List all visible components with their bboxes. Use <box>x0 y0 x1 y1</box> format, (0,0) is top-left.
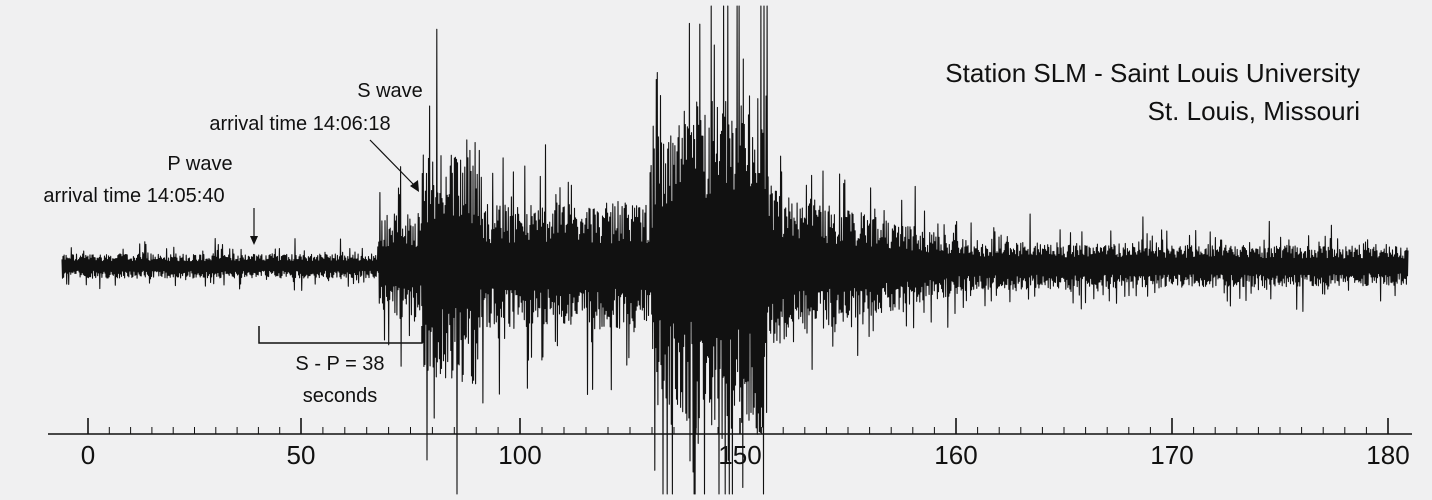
time-axis: 0 50 100 150 160 170 180 <box>48 418 1412 470</box>
station-title: Station SLM - Saint Louis University <box>945 58 1360 88</box>
s-wave-arrival-label: arrival time 14:06:18 <box>209 113 390 135</box>
s-minus-p-label: S - P = 38 <box>295 353 384 375</box>
s-minus-p-unit: seconds <box>303 385 378 407</box>
p-wave-arrival-label: arrival time 14:05:40 <box>43 185 224 207</box>
tick-label: 150 <box>718 440 761 470</box>
p-wave-arrowhead <box>250 236 258 245</box>
s-wave-arrowhead <box>410 180 419 192</box>
tick-label: 160 <box>934 440 977 470</box>
tick-label: 0 <box>81 440 95 470</box>
tick-label: 50 <box>287 440 316 470</box>
s-wave-arrow <box>369 139 415 186</box>
trace-layer <box>61 5 1409 495</box>
station-location: St. Louis, Missouri <box>1148 96 1360 126</box>
tick-label: 100 <box>498 440 541 470</box>
tick-label: 170 <box>1150 440 1193 470</box>
tick-label: 180 <box>1366 440 1409 470</box>
seismogram-trace <box>61 5 1409 495</box>
p-wave-title: P wave <box>167 153 232 175</box>
s-wave-title: S wave <box>357 80 423 102</box>
s-minus-p-bracket <box>258 326 423 344</box>
